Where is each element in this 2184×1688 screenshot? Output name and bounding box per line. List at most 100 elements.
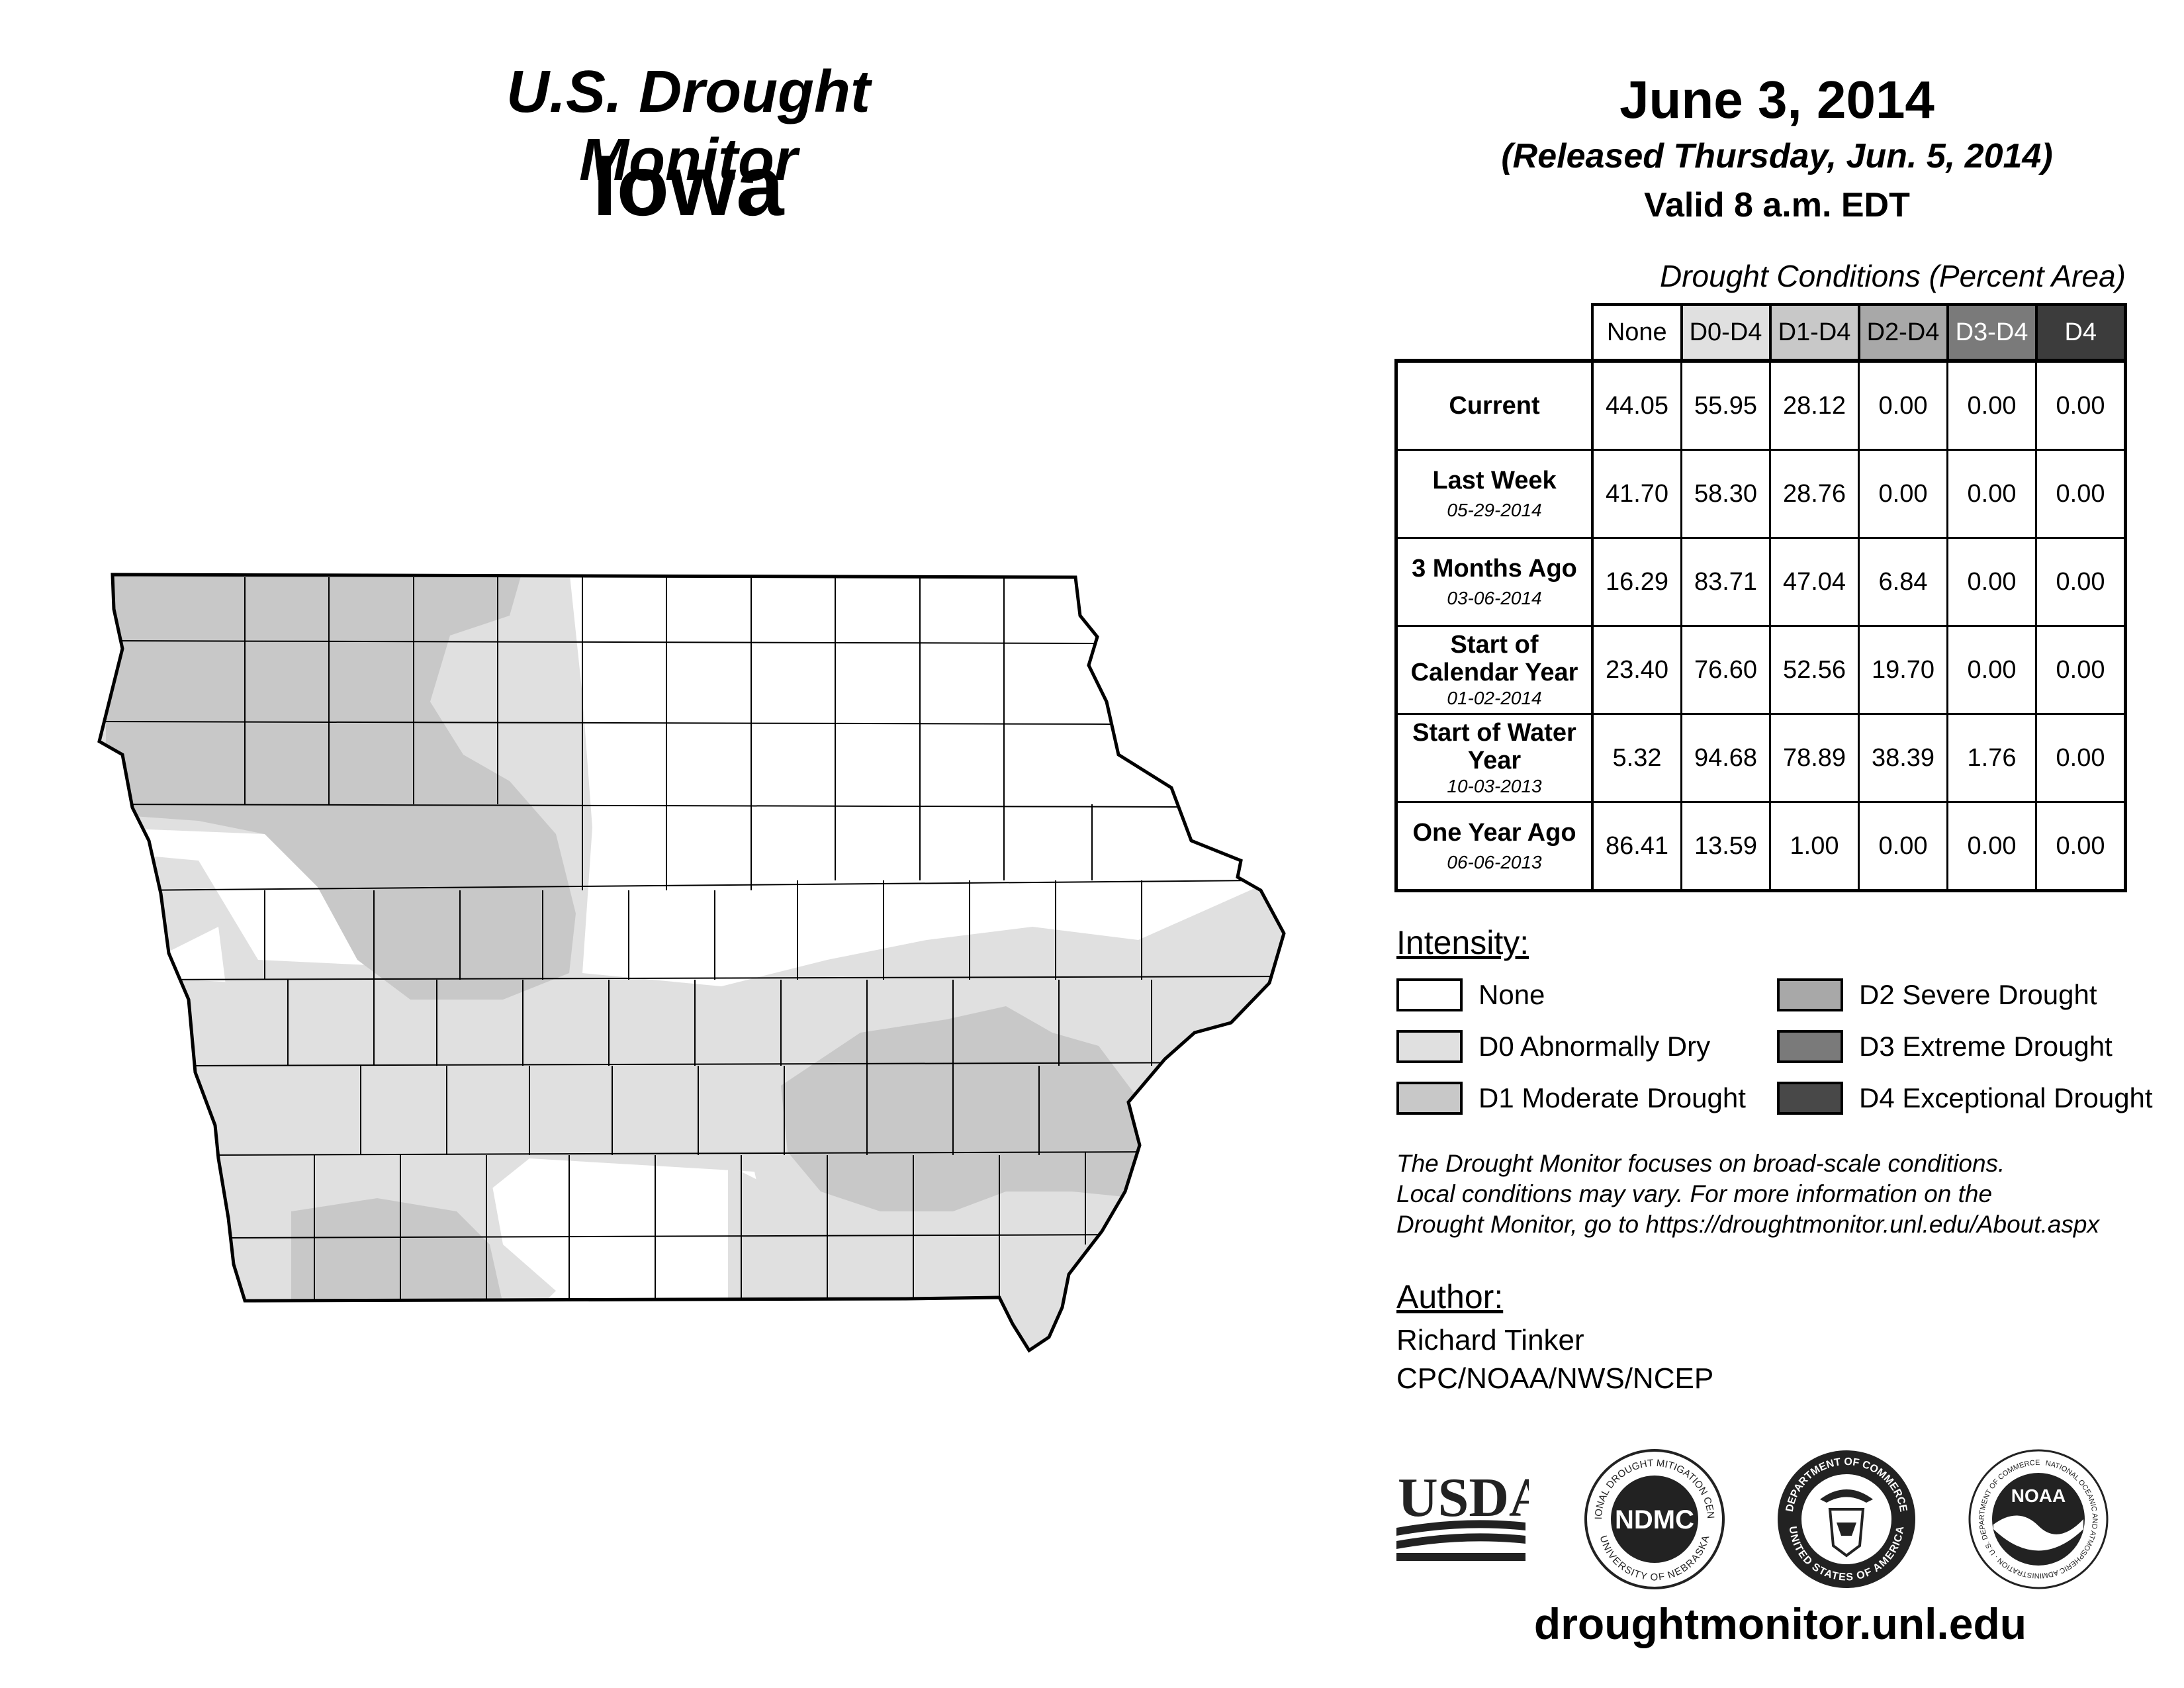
state-name: Iowa <box>592 137 784 234</box>
table-row: One Year Ago 06-06-2013 86.41 13.59 1.00 … <box>1394 801 2127 892</box>
release-date: (Released Thursday, Jun. 5, 2014) <box>1501 137 2053 175</box>
noaa-logo: NATIONAL OCEANIC AND ATMOSPHERIC ADMINIS… <box>1968 1449 2109 1589</box>
disclaimer-line: Local conditions may vary. For more info… <box>1396 1180 1993 1207</box>
table-cell: 0.00 <box>2035 449 2127 539</box>
website-link[interactable]: droughtmonitor.unl.edu <box>1533 1599 2027 1648</box>
table-cell: 76.60 <box>1680 625 1771 715</box>
legend-label: D0 Abnormally Dry <box>1479 1031 1711 1062</box>
table-cell: 47.04 <box>1769 537 1860 627</box>
table-cell: 28.12 <box>1769 359 1860 451</box>
legend-item-d4: D4 Exceptional Drought <box>1777 1082 2153 1115</box>
table-row: 3 Months Ago 03-06-2014 16.29 83.71 47.04… <box>1394 537 2127 627</box>
row-date: 10-03-2013 <box>1447 776 1542 796</box>
table-cell: 0.00 <box>1946 449 2037 539</box>
disclaimer-text: The Drought Monitor focuses on broad-sca… <box>1396 1149 2177 1240</box>
map-date: June 3, 2014 <box>1619 70 1934 129</box>
table-cell: 41.70 <box>1591 449 1682 539</box>
table-cell: 0.00 <box>1858 449 1948 539</box>
d1-area-northwest <box>106 575 576 1000</box>
table-cell: 0.00 <box>2035 713 2127 803</box>
table-cell: 38.39 <box>1858 713 1948 803</box>
row-header: One Year Ago 06-06-2013 <box>1394 801 1594 892</box>
row-label: Current <box>1449 392 1540 420</box>
ship-icon <box>1837 1523 1856 1536</box>
table-cell: 16.29 <box>1591 537 1682 627</box>
drought-conditions-table: None D0-D4 D1-D4 D2-D4 D3-D4 D4 Current … <box>1394 303 2127 892</box>
legend-item-d3: D3 Extreme Drought <box>1777 1030 2113 1063</box>
row-label: Start of Calendar Year <box>1410 631 1578 686</box>
valid-time: Valid 8 a.m. EDT <box>1644 186 1910 224</box>
legend-item-d2: D2 Severe Drought <box>1777 978 2097 1011</box>
map-title: U.S. Drought Monitor <box>506 59 870 193</box>
legend-label: D1 Moderate Drought <box>1479 1082 1746 1113</box>
ndmc-logo: NATIONAL DROUGHT MITIGATION CENTER UNIVE… <box>1582 1446 1725 1589</box>
row-label: One Year Ago <box>1412 819 1576 847</box>
table-caption: Drought Conditions (Percent Area) <box>1660 259 2126 293</box>
legend-label: None <box>1479 979 1545 1010</box>
commerce-seal: DEPARTMENT OF COMMERCE UNITED STATES OF … <box>1778 1450 1915 1588</box>
usda-logo-bar <box>1396 1553 1525 1561</box>
legend-swatch-d0 <box>1396 1030 1463 1063</box>
legend-label: D3 Extreme Drought <box>1859 1031 2113 1062</box>
legend-swatch-d1 <box>1396 1082 1463 1115</box>
iowa-drought-map <box>97 573 1286 1353</box>
table-cell: 55.95 <box>1680 359 1771 451</box>
column-header: D2-D4 <box>1857 303 1949 363</box>
row-date: 01-02-2014 <box>1447 688 1542 708</box>
disclaimer-line: The Drought Monitor focuses on broad-sca… <box>1396 1150 2005 1177</box>
row-header: Start of Water Year 10-03-2013 <box>1394 713 1594 803</box>
county-lines <box>99 577 1284 1301</box>
iowa-state-border <box>97 573 1286 1353</box>
legend-item-d1: D1 Moderate Drought <box>1396 1082 1746 1115</box>
table-cell: 83.71 <box>1680 537 1771 627</box>
author-org: CPC/NOAA/NWS/NCEP <box>1396 1362 1714 1395</box>
row-date: 06-06-2013 <box>1447 852 1542 872</box>
legend-swatch-d3 <box>1777 1030 1843 1063</box>
table-cell: 0.00 <box>1858 359 1948 451</box>
table-cell: 0.00 <box>1946 801 2037 892</box>
table-cell: 0.00 <box>2035 801 2127 892</box>
legend-item-none: None <box>1396 978 1545 1011</box>
column-header: D4 <box>2034 303 2127 363</box>
table-header-row: None D0-D4 D1-D4 D2-D4 D3-D4 D4 <box>1396 303 2127 363</box>
legend-swatch-d2 <box>1777 978 1843 1011</box>
table-cell: 0.00 <box>2035 625 2127 715</box>
table-cell: 52.56 <box>1769 625 1860 715</box>
table-cell: 78.89 <box>1769 713 1860 803</box>
table-row: Start of Water Year 10-03-2013 5.32 94.68… <box>1394 713 2127 803</box>
table-cell: 94.68 <box>1680 713 1771 803</box>
legend-swatch-none <box>1396 978 1463 1011</box>
table-cell: 0.00 <box>2035 359 2127 451</box>
row-label: Start of Water Year <box>1412 719 1576 774</box>
table-row: Current 44.05 55.95 28.12 0.00 0.00 0.00 <box>1394 359 2127 451</box>
row-date: 03-06-2014 <box>1447 588 1542 608</box>
usda-logo-text: USDA <box>1398 1467 1529 1528</box>
table-cell: 5.32 <box>1591 713 1682 803</box>
legend-label: D2 Severe Drought <box>1859 979 2097 1010</box>
legend-title: Intensity: <box>1396 924 1529 961</box>
table-cell: 0.00 <box>1946 625 2037 715</box>
legend-label: D4 Exceptional Drought <box>1859 1082 2153 1113</box>
table-row: Start of Calendar Year 01-02-2014 23.40 7… <box>1394 625 2127 715</box>
author-name: Richard Tinker <box>1396 1324 1584 1356</box>
table-cell: 6.84 <box>1858 537 1948 627</box>
d1-area-southeast <box>781 1006 1138 1211</box>
shield-icon <box>1828 1508 1865 1558</box>
table-cell: 19.70 <box>1858 625 1948 715</box>
row-header: Current <box>1394 359 1594 451</box>
row-header: Last Week 05-29-2014 <box>1394 449 1594 539</box>
usda-logo-stripe <box>1396 1520 1525 1536</box>
table-cell: 1.76 <box>1946 713 2037 803</box>
table-cell: 44.05 <box>1591 359 1682 451</box>
row-label: 3 Months Ago <box>1412 555 1577 583</box>
column-header: D1-D4 <box>1768 303 1860 363</box>
eagle-icon <box>1820 1489 1873 1503</box>
author-title: Author: <box>1396 1278 1504 1315</box>
table-cell: 0.00 <box>1946 537 2037 627</box>
row-label: Last Week <box>1432 467 1557 494</box>
table-cell: 28.76 <box>1769 449 1860 539</box>
d1-area-southwest <box>291 1198 503 1304</box>
row-date: 05-29-2014 <box>1447 500 1542 520</box>
column-header: D0-D4 <box>1680 303 1772 363</box>
table-row: Last Week 05-29-2014 41.70 58.30 28.76 0.… <box>1394 449 2127 539</box>
